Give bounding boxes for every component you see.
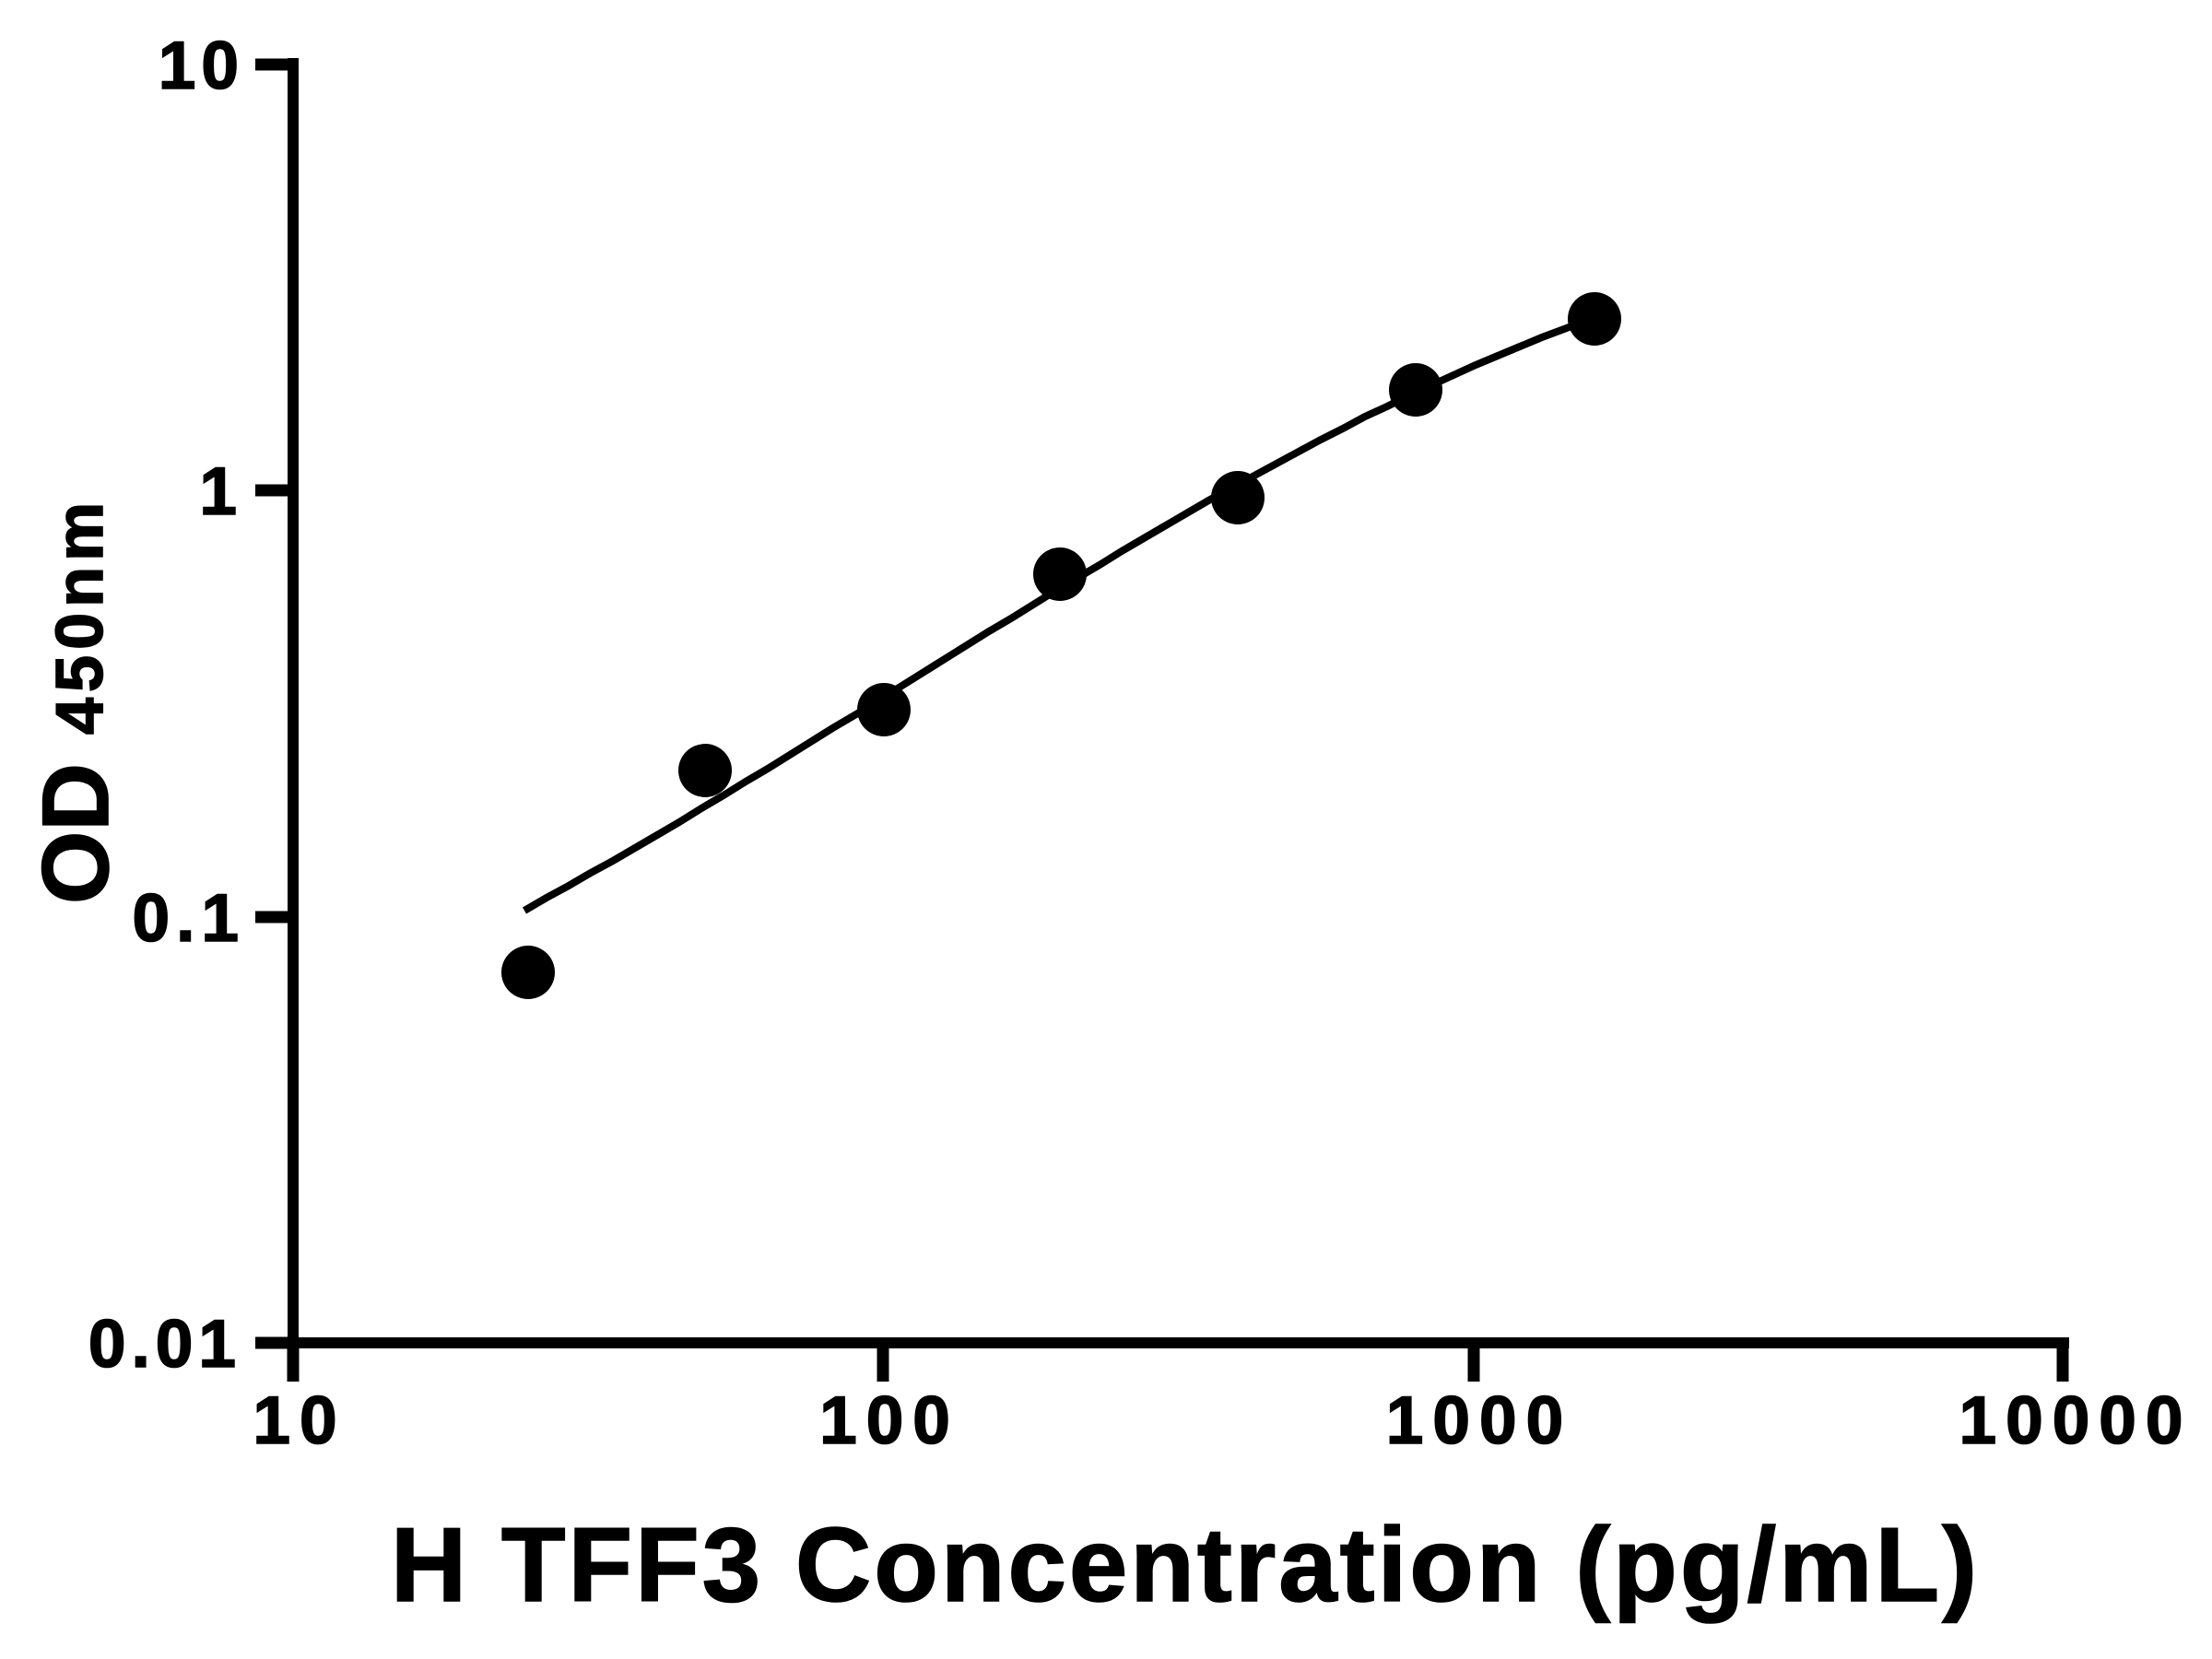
svg-text:0.1: 0.1 (133, 881, 245, 956)
svg-text:OD450nm: OD450nm (23, 497, 128, 904)
svg-text:0.01: 0.01 (88, 1307, 241, 1382)
svg-text:H TFF3 Concentration (pg/mL): H TFF3 Concentration (pg/mL) (391, 1507, 1980, 1624)
svg-text:10: 10 (159, 29, 244, 103)
svg-text:10000: 10000 (1959, 1383, 2193, 1458)
svg-text:1: 1 (199, 454, 237, 529)
svg-text:1000: 1000 (1386, 1383, 1572, 1458)
svg-text:100: 100 (819, 1383, 959, 1458)
svg-text:10: 10 (253, 1383, 346, 1458)
